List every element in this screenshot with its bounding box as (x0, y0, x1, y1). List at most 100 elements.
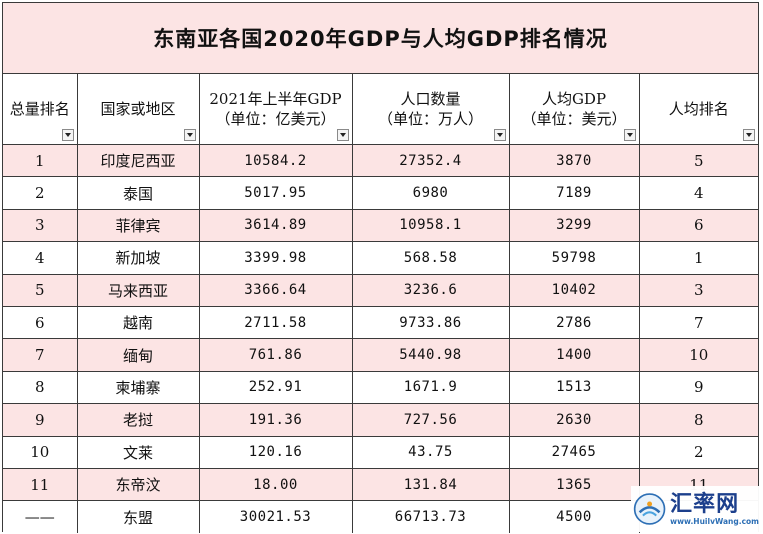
cell-rank: 2 (3, 176, 78, 210)
cell-gdp: 10584.2 (199, 144, 353, 178)
cell-country: 新加坡 (77, 241, 200, 275)
cell-country: 缅甸 (77, 338, 200, 372)
table-row: 7 缅甸 761.86 5440.98 1400 10 (3, 338, 758, 372)
cell-country: 柬埔寨 (77, 371, 200, 405)
data-table: 总量排名 国家或地区 2021年上半年GDP （单位：亿美元） 人口数量 （单位：万人） 人… (3, 74, 758, 534)
cell-population: 727.56 (352, 403, 510, 437)
filter-dropdown-icon[interactable] (61, 129, 74, 141)
cell-gdp-per-capita: 2630 (509, 403, 640, 437)
table-row: 5 马来西亚 3366.64 3236.6 10402 3 (3, 274, 758, 307)
cell-rank: 10 (3, 436, 78, 469)
cell-gdp-per-capita: 2786 (509, 306, 640, 340)
filter-dropdown-icon[interactable] (623, 129, 636, 141)
cell-gdp-per-capita: 1365 (509, 468, 640, 502)
watermark-url: www.HuilvWang.com (670, 516, 759, 526)
filter-dropdown-icon[interactable] (743, 129, 755, 141)
cell-country: 文莱 (77, 436, 200, 469)
cell-per-capita-rank: 9 (639, 371, 758, 405)
cell-country: 越南 (77, 306, 200, 340)
cell-country: 菲律宾 (77, 209, 200, 243)
cell-rank: 3 (3, 209, 78, 243)
table-body: 1 印度尼西亚 10584.2 27352.4 3870 5 2 泰国 5017.95 6980 7… (3, 144, 758, 534)
column-header-unit: （单位：亿美元） (215, 110, 336, 128)
cell-country: 泰国 (77, 176, 200, 210)
cell-country: 东帝汶 (77, 468, 200, 502)
cell-rank: —— (3, 500, 78, 534)
column-header: 总量排名 (3, 74, 78, 145)
cell-population: 131.84 (352, 468, 510, 502)
cell-per-capita-rank: 4 (639, 176, 758, 210)
cell-per-capita-rank: 3 (639, 274, 758, 307)
cell-population: 9733.86 (352, 306, 510, 340)
cell-per-capita-rank: 8 (639, 403, 758, 437)
cell-gdp: 30021.53 (199, 500, 353, 534)
filter-dropdown-icon[interactable] (493, 129, 506, 141)
cell-population: 10958.1 (352, 209, 510, 243)
filter-dropdown-icon[interactable] (183, 129, 196, 141)
cell-rank: 11 (3, 468, 78, 502)
column-header-unit: （单位：美元） (521, 110, 627, 128)
cell-gdp: 5017.95 (199, 176, 353, 210)
huilv-logo-icon (633, 493, 666, 525)
cell-rank: 1 (3, 144, 78, 178)
filter-dropdown-icon[interactable] (336, 129, 349, 141)
cell-rank: 7 (3, 338, 78, 372)
column-header: 人口数量 （单位：万人） (352, 74, 510, 145)
cell-per-capita-rank: 7 (639, 306, 758, 340)
cell-rank: 6 (3, 306, 78, 340)
column-header-unit: （单位：万人） (377, 110, 483, 128)
cell-gdp-per-capita: 7189 (509, 176, 640, 210)
title-row: 东南亚各国2020年GDP与人均GDP排名情况 (3, 3, 758, 74)
cell-gdp-per-capita: 3299 (509, 209, 640, 243)
cell-gdp-per-capita: 10402 (509, 274, 640, 307)
cell-rank: 4 (3, 241, 78, 275)
table-row: 4 新加坡 3399.98 568.58 59798 1 (3, 241, 758, 275)
cell-population: 5440.98 (352, 338, 510, 372)
cell-gdp: 3399.98 (199, 241, 353, 275)
watermark: 汇率网 www.HuilvWang.com (631, 486, 759, 532)
table-row: 2 泰国 5017.95 6980 7189 4 (3, 176, 758, 210)
column-header-label: 总量排名 (9, 100, 70, 118)
cell-country: 马来西亚 (77, 274, 200, 307)
cell-population: 43.75 (352, 436, 510, 469)
table-row: 6 越南 2711.58 9733.86 2786 7 (3, 306, 758, 340)
cell-gdp: 252.91 (199, 371, 353, 405)
cell-country: 老挝 (77, 403, 200, 437)
cell-country: 印度尼西亚 (77, 144, 200, 178)
table-row: 10 文莱 120.16 43.75 27465 2 (3, 436, 758, 469)
table-row: 3 菲律宾 3614.89 10958.1 3299 6 (3, 209, 758, 243)
column-header: 人均排名 (639, 74, 758, 145)
cell-gdp: 761.86 (199, 338, 353, 372)
cell-rank: 5 (3, 274, 78, 307)
cell-gdp-per-capita: 59798 (509, 241, 640, 275)
cell-gdp-per-capita: 1513 (509, 371, 640, 405)
table-title: 东南亚各国2020年GDP与人均GDP排名情况 (153, 27, 608, 51)
cell-gdp-per-capita: 27465 (509, 436, 640, 469)
cell-per-capita-rank: 1 (639, 241, 758, 275)
header-row: 总量排名 国家或地区 2021年上半年GDP （单位：亿美元） 人口数量 （单位：万人） 人… (3, 74, 758, 145)
cell-population: 1671.9 (352, 371, 510, 405)
cell-per-capita-rank: 2 (639, 436, 758, 469)
cell-population: 66713.73 (352, 500, 510, 534)
cell-gdp: 2711.58 (199, 306, 353, 340)
cell-population: 568.58 (352, 241, 510, 275)
cell-gdp: 191.36 (199, 403, 353, 437)
cell-country: 东盟 (77, 500, 200, 534)
column-header-label: 人均排名 (668, 100, 729, 118)
table-row: 1 印度尼西亚 10584.2 27352.4 3870 5 (3, 144, 758, 178)
column-header: 国家或地区 (77, 74, 200, 145)
cell-per-capita-rank: 10 (639, 338, 758, 372)
cell-rank: 9 (3, 403, 78, 437)
cell-gdp: 18.00 (199, 468, 353, 502)
cell-per-capita-rank: 5 (639, 144, 758, 178)
cell-population: 27352.4 (352, 144, 510, 178)
cell-gdp-per-capita: 1400 (509, 338, 640, 372)
cell-gdp: 3614.89 (199, 209, 353, 243)
table-row: 8 柬埔寨 252.91 1671.9 1513 9 (3, 371, 758, 405)
cell-gdp-per-capita: 3870 (509, 144, 640, 178)
column-header-label: 人均GDP (541, 90, 607, 108)
column-header-label: 国家或地区 (100, 100, 176, 118)
cell-population: 3236.6 (352, 274, 510, 307)
column-header: 2021年上半年GDP （单位：亿美元） (199, 74, 353, 145)
